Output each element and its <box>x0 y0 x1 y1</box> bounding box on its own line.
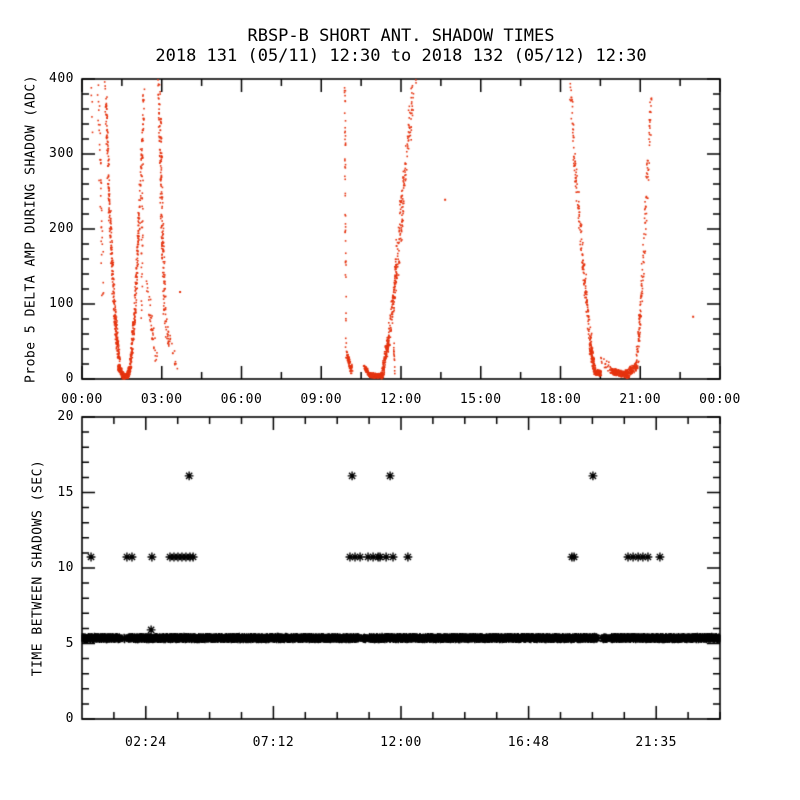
y-axis-title-bottom: TIME BETWEEN SHADOWS (SEC) <box>30 459 46 677</box>
y-tick-label: 300 <box>49 146 74 161</box>
x-tick-label: 16:48 <box>507 735 550 750</box>
x-tick-label: 07:12 <box>252 735 295 750</box>
x-tick-label: 00:00 <box>699 392 741 407</box>
y-tick-label: 20 <box>57 409 74 424</box>
y-tick-label: 400 <box>49 71 74 86</box>
y-tick-label: 200 <box>49 221 74 236</box>
y-tick-label: 10 <box>57 560 74 575</box>
x-tick-label: 00:00 <box>61 392 103 407</box>
y-tick-label: 0 <box>65 711 74 726</box>
x-tick-label: 21:35 <box>635 735 678 750</box>
x-tick-label: 21:00 <box>619 392 662 407</box>
x-tick-label: 06:00 <box>220 392 263 407</box>
y-tick-label: 100 <box>49 296 74 311</box>
y-tick-label: 15 <box>57 484 74 500</box>
chart-title-line1: RBSP-B SHORT ANT. SHADOW TIMES <box>247 26 555 46</box>
x-tick-label: 12:00 <box>380 735 422 750</box>
chart-title-line2: 2018 131 (05/11) 12:30 to 2018 132 (05/1… <box>155 46 647 66</box>
x-tick-label: 12:00 <box>380 392 422 407</box>
x-tick-label: 09:00 <box>300 392 343 407</box>
x-tick-label: 03:00 <box>140 392 183 407</box>
y-tick-label: 5 <box>65 635 74 651</box>
y-axis-title-top: Probe 5 DELTA AMP DURING SHADOW (ADC) <box>23 74 39 384</box>
x-tick-label: 18:00 <box>539 392 582 407</box>
y-tick-label: 0 <box>65 371 74 386</box>
x-tick-label: 15:00 <box>459 392 502 407</box>
x-tick-label: 02:24 <box>124 735 167 750</box>
